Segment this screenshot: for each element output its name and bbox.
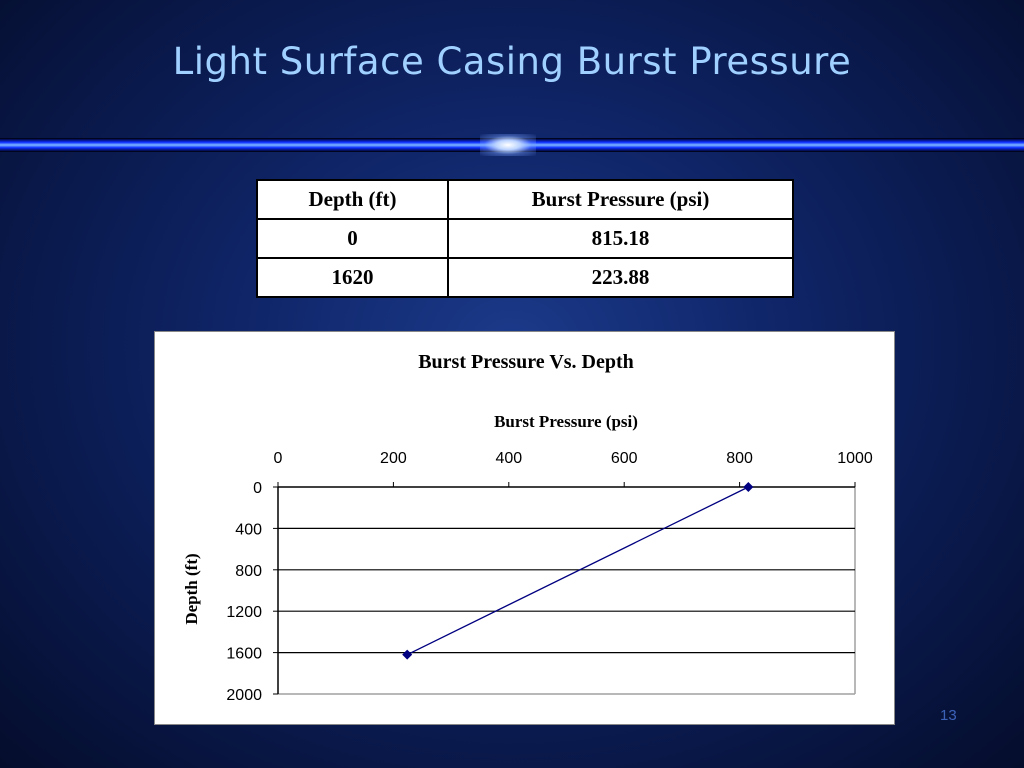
cell-depth: 1620 bbox=[256, 257, 449, 298]
x-tick-label: 800 bbox=[726, 450, 753, 467]
x-tick-label: 600 bbox=[611, 450, 638, 467]
data-point bbox=[402, 649, 413, 660]
y-tick-label: 400 bbox=[235, 521, 262, 538]
y-tick-label: 1200 bbox=[226, 604, 262, 621]
y-tick-label: 0 bbox=[253, 480, 262, 497]
y-tick-label: 800 bbox=[235, 563, 262, 580]
x-tick-label: 400 bbox=[495, 450, 522, 467]
cell-pressure: 223.88 bbox=[447, 257, 794, 298]
x-tick-label: 200 bbox=[380, 450, 407, 467]
slide-title: Light Surface Casing Burst Pressure bbox=[172, 40, 852, 83]
data-table: Depth (ft) Burst Pressure (psi) 0 815.18… bbox=[256, 179, 794, 298]
divider-glow bbox=[480, 134, 536, 156]
chart-title: Burst Pressure Vs. Depth bbox=[418, 351, 634, 373]
table-row: 0 815.18 bbox=[256, 218, 794, 259]
table-header-row: Depth (ft) Burst Pressure (psi) bbox=[256, 179, 794, 220]
x-tick-label: 1000 bbox=[837, 450, 873, 467]
x-tick-label: 0 bbox=[274, 450, 283, 467]
y-tick-label: 2000 bbox=[226, 687, 262, 704]
header-burst-pressure: Burst Pressure (psi) bbox=[447, 179, 794, 220]
table-row: 1620 223.88 bbox=[256, 257, 794, 298]
chart-panel: Burst Pressure Vs. Depth Burst Pressure … bbox=[154, 331, 895, 725]
series-line bbox=[406, 486, 749, 656]
cell-pressure: 815.18 bbox=[447, 218, 794, 259]
y-tick-label: 1600 bbox=[226, 646, 262, 663]
y-axis-label: Depth (ft) bbox=[182, 553, 201, 624]
data-point bbox=[743, 482, 754, 492]
cell-depth: 0 bbox=[256, 218, 449, 259]
page-number: 13 bbox=[940, 707, 957, 724]
chart-svg: Burst Pressure Vs. Depth Burst Pressure … bbox=[182, 351, 873, 704]
x-axis-label: Burst Pressure (psi) bbox=[494, 412, 638, 431]
header-depth: Depth (ft) bbox=[256, 179, 449, 220]
